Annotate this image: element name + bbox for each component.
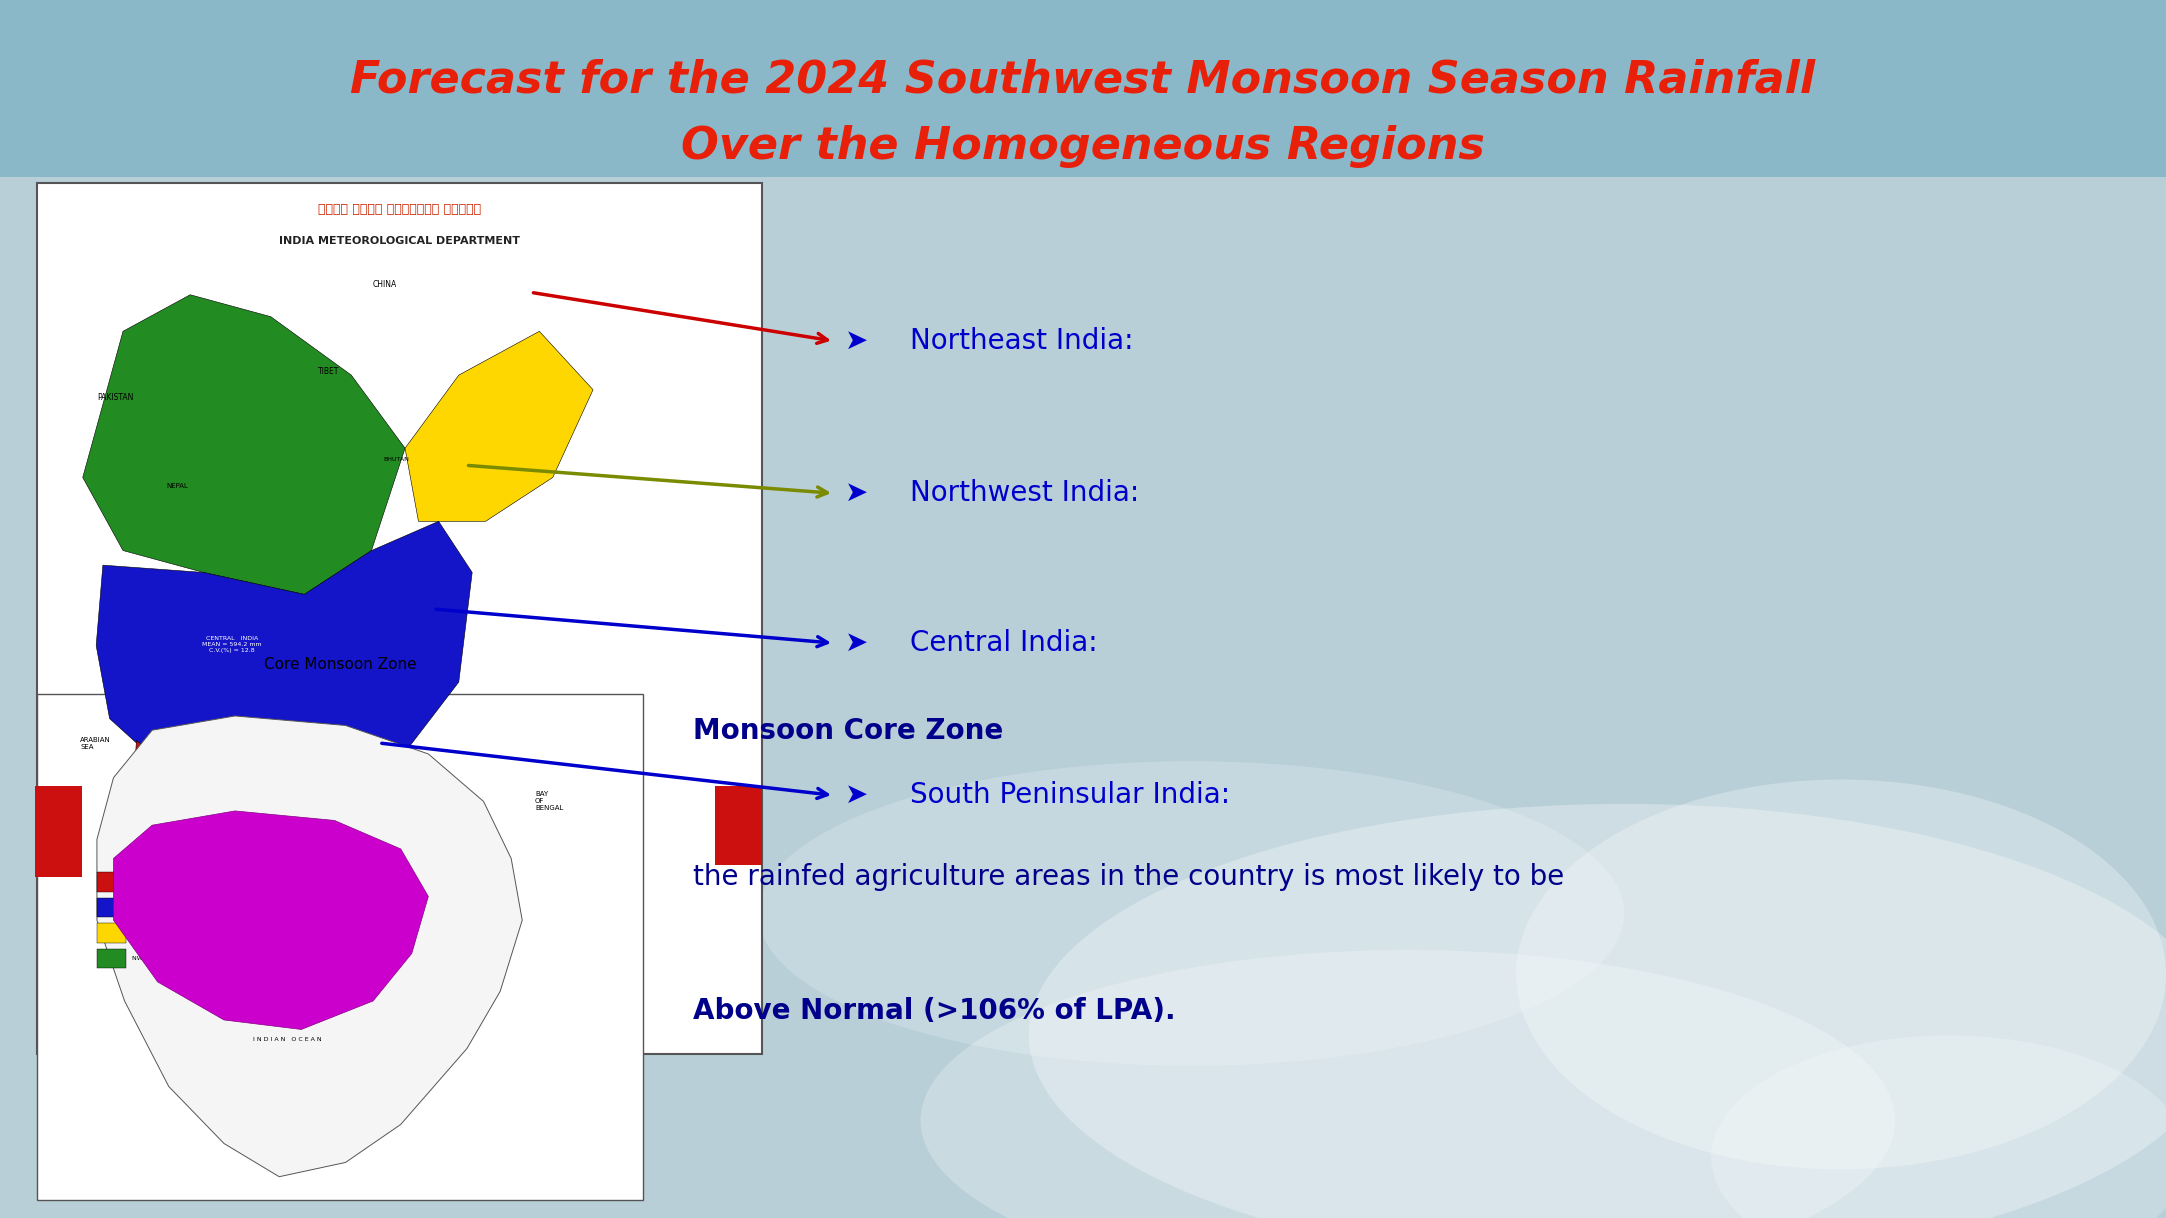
Text: INDIA METEOROLOGICAL DEPARTMENT: INDIA METEOROLOGICAL DEPARTMENT [279,236,520,246]
Text: South Peninsular India:: South Peninsular India: [910,782,1239,809]
Bar [0,0,2166,177]
Text: CENTRAL INDIA: CENTRAL INDIA [132,905,180,910]
Text: Central India:: Central India: [910,630,1107,657]
Bar [37,694,643,1200]
Polygon shape [82,295,405,594]
Ellipse shape [1516,780,2166,1169]
Text: NEPAL: NEPAL [167,482,188,488]
Text: SOUTH PENINSULA: SOUTH PENINSULA [132,879,191,884]
Text: BHUTAN: BHUTAN [383,458,409,463]
Bar [97,872,126,892]
Text: Northwest India:: Northwest India: [910,480,1148,507]
Text: भारत मौसम विज्ञान विभाग: भारत मौसम विज्ञान विभाग [318,203,481,216]
Text: BAY
OF
BENGAL: BAY OF BENGAL [535,790,563,811]
Text: TIBET: TIBET [318,368,340,376]
Text: ➤: ➤ [845,782,886,809]
Text: Northeast India:: Northeast India: [910,328,1141,354]
Ellipse shape [921,950,1895,1218]
Ellipse shape [1711,1035,2166,1218]
Bar [37,183,762,1054]
Text: ➤: ➤ [845,480,886,507]
Text: ➤: ➤ [845,328,886,354]
Bar [97,898,126,917]
Text: CENTRAL   INDIA
MEAN = 594.2 mm
C.V.(%) = 12.8: CENTRAL INDIA MEAN = 594.2 mm C.V.(%) = … [201,636,262,653]
Ellipse shape [758,761,1624,1066]
Bar [97,949,126,968]
Text: PAKISTAN: PAKISTAN [97,393,134,402]
Text: Above Normal (>106% of LPA).: Above Normal (>106% of LPA). [693,998,1176,1024]
Text: I N D I A N   O C E A N: I N D I A N O C E A N [253,1038,323,1043]
Bar [35,786,82,877]
Text: Core Monsoon Zone: Core Monsoon Zone [264,658,416,672]
Polygon shape [97,716,522,1177]
Text: Monsoon Core Zone: Monsoon Core Zone [693,717,1003,744]
Text: ➤: ➤ [845,630,886,657]
Polygon shape [113,811,429,1029]
Text: the rainfed agriculture areas in the country is most likely to be: the rainfed agriculture areas in the cou… [693,864,1564,890]
Text: CHINA: CHINA [373,280,396,289]
Text: Over the Homogeneous Regions: Over the Homogeneous Regions [680,124,1486,168]
Ellipse shape [1029,804,2166,1218]
Text: NW INDIA: NW INDIA [132,956,162,961]
Polygon shape [405,331,593,521]
Bar [715,786,762,865]
Text: NE INDIA: NE INDIA [132,931,160,935]
Polygon shape [95,521,472,814]
Polygon shape [130,741,392,967]
Bar [0,177,2166,1218]
Text: ARABIAN
SEA: ARABIAN SEA [80,737,110,750]
Bar [97,923,126,943]
Text: Forecast for the 2024 Southwest Monsoon Season Rainfall: Forecast for the 2024 Southwest Monsoon … [351,58,1815,102]
